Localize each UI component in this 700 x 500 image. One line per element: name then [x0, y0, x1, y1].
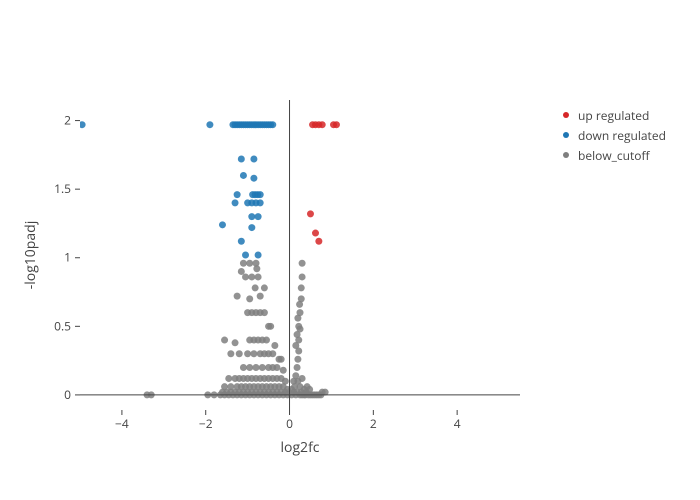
svg-text:1: 1: [64, 249, 71, 266]
legend-label: down regulated: [578, 127, 666, 144]
legend: up regulated down regulated below_cutoff: [560, 105, 666, 165]
svg-text:1.5: 1.5: [54, 180, 71, 197]
circle-icon: [560, 109, 572, 121]
svg-text:0: 0: [64, 386, 71, 403]
plot-svg: [80, 100, 520, 410]
svg-text:4: 4: [454, 415, 461, 432]
svg-text:−2: −2: [199, 415, 213, 432]
svg-text:−4: −4: [115, 415, 129, 432]
legend-item-below[interactable]: below_cutoff: [560, 145, 666, 165]
legend-item-up[interactable]: up regulated: [560, 105, 666, 125]
svg-text:0.5: 0.5: [54, 317, 71, 334]
circle-icon: [560, 129, 572, 141]
legend-item-down[interactable]: down regulated: [560, 125, 666, 145]
volcano-plot[interactable]: [80, 100, 520, 410]
svg-text:2: 2: [64, 112, 71, 129]
svg-text:log2fc: log2fc: [281, 438, 320, 457]
circle-icon: [560, 149, 572, 161]
legend-label: below_cutoff: [578, 147, 650, 164]
legend-label: up regulated: [578, 107, 649, 124]
svg-text:0: 0: [286, 415, 293, 432]
svg-text:-log10padj: -log10padj: [21, 221, 40, 290]
svg-text:2: 2: [370, 415, 377, 432]
